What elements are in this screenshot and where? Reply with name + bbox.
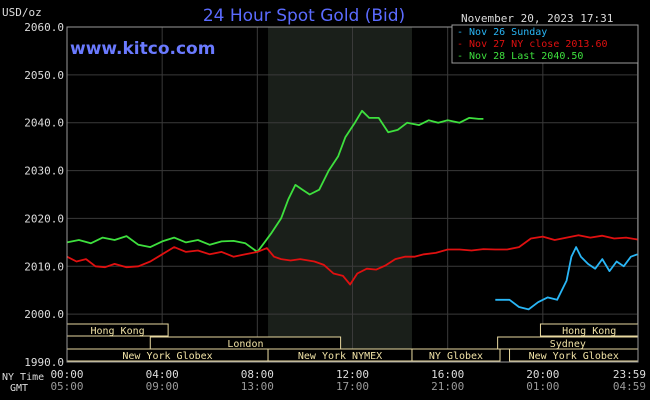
session-label: New York Globex [529, 351, 619, 362]
chart-title: 24 Hour Spot Gold (Bid) [203, 6, 405, 26]
y-tick-label: 2040.0 [24, 117, 64, 130]
session-label: Sydney [550, 339, 586, 350]
session-label: London [227, 339, 263, 350]
x-tick-label-gmt: 17:00 [336, 380, 369, 393]
watermark-link[interactable]: www.kitco.com [70, 39, 215, 59]
session-label: Hong Kong [90, 326, 144, 337]
ny-time-row-label: NY Time [2, 372, 44, 383]
y-tick-label: 2050.0 [24, 69, 64, 82]
y-axis-tick-labels: 2060.0 2050.0 2040.0 2030.0 2020.0 2010.0 2000… [24, 21, 64, 369]
y-tick-label: 2020.0 [24, 212, 64, 225]
y-tick-label: 2000.0 [24, 308, 64, 321]
session-label: NY Globex [429, 351, 483, 362]
x-tick-label-gmt: 05:00 [50, 380, 83, 393]
gmt-row-label: GMT [10, 383, 28, 394]
grid-lines [67, 27, 639, 362]
nymex-trading-window [268, 27, 412, 362]
legend-box [451, 24, 639, 64]
x-tick-label-ny: 20:00 [526, 368, 559, 381]
legend-entry: - Nov 26 Sunday [457, 27, 547, 38]
legend: - Nov 26 Sunday- Nov 27 NY close 2013.60… [451, 24, 639, 64]
legend-entry: - Nov 28 Last 2040.50 [457, 51, 583, 62]
x-tick-label-ny: 08:00 [241, 368, 274, 381]
session-label: Hong Kong [562, 326, 616, 337]
x-tick-label-ny: 16:00 [431, 368, 464, 381]
session-label: New York Globex [122, 351, 212, 362]
x-tick-label-ny: 04:00 [146, 368, 179, 381]
y-tick-label: 2030.0 [24, 165, 64, 178]
series-line [66, 234, 638, 286]
unit-label: USD/oz [2, 6, 42, 19]
x-tick-label-gmt: 21:00 [431, 380, 464, 393]
y-tick-label: 2010.0 [24, 260, 64, 273]
x-tick-label-gmt: 01:00 [526, 380, 559, 393]
plot-frame [66, 26, 639, 363]
x-tick-label-ny: 23:59 [613, 368, 646, 381]
y-tick-label: 2060.0 [24, 21, 64, 34]
series-line [66, 109, 484, 253]
timestamp: November 20, 2023 17:31 [461, 12, 613, 25]
y-tick-label: 1990.0 [24, 356, 64, 369]
price-series [66, 109, 638, 311]
series-line [495, 246, 638, 311]
x-tick-label-gmt: 09:00 [146, 380, 179, 393]
session-bar [411, 348, 501, 362]
x-tick-label-ny: 00:00 [50, 368, 83, 381]
x-tick-label-gmt: 13:00 [241, 380, 274, 393]
legend-entry: - Nov 27 NY close 2013.60 [457, 39, 608, 50]
x-tick-label-ny: 12:00 [336, 368, 369, 381]
session-label: New York NYMEX [298, 351, 382, 362]
x-tick-label-gmt: 04:59 [613, 380, 646, 393]
